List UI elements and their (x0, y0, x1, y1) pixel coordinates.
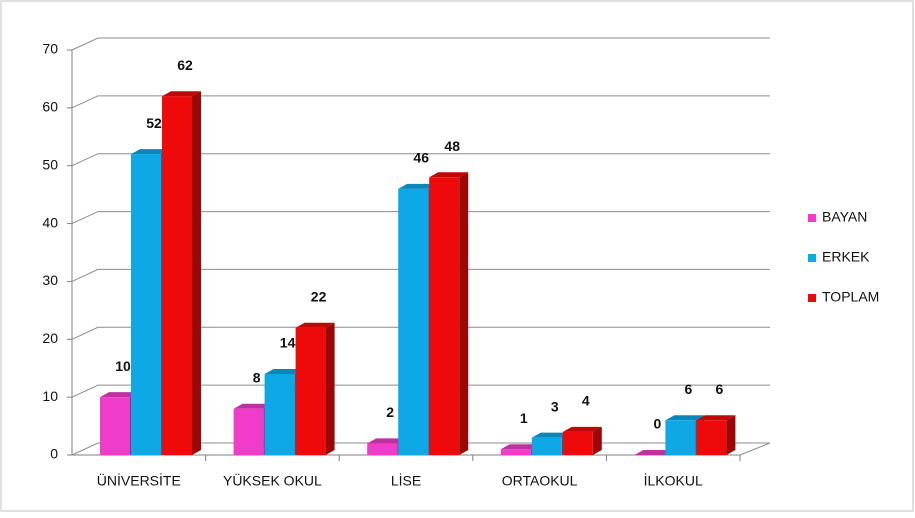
bar-top (500, 444, 540, 450)
bar-side (192, 91, 201, 456)
bar-top (696, 415, 736, 421)
bar-top (295, 322, 335, 328)
bar-top (100, 392, 139, 398)
data-label: 6 (716, 381, 724, 397)
bar (429, 177, 460, 456)
grid-line (71, 268, 770, 282)
y-tick-label: 70 (42, 41, 58, 57)
legend-label: ERKEK (822, 249, 870, 265)
bar-side (726, 415, 736, 455)
data-label: 62 (177, 57, 193, 73)
bar-side (592, 426, 602, 455)
bar (398, 188, 429, 455)
bar-top (634, 450, 674, 455)
y-tick-label: 30 (42, 272, 58, 288)
legend-swatch (808, 294, 816, 302)
bar (500, 449, 531, 455)
y-tick-label: 40 (42, 214, 58, 230)
data-label: 46 (413, 150, 429, 166)
y-tick-label: 50 (42, 156, 58, 172)
grid-line (71, 95, 770, 109)
data-label: 3 (551, 398, 559, 414)
x-tick-label: YÜKSEK OKUL (223, 472, 322, 489)
legend-label: BAYAN (822, 209, 867, 225)
bar-top (562, 426, 602, 432)
x-tick-label: İLKOKUL (644, 472, 703, 489)
data-label: 14 (280, 335, 296, 351)
floor-edge (739, 442, 771, 456)
bar-top (429, 172, 469, 178)
bar-top (233, 403, 273, 409)
data-label: 22 (311, 288, 327, 304)
x-tick-label: LİSE (391, 472, 421, 489)
bar (367, 443, 398, 455)
data-label: 6 (685, 381, 693, 397)
grid-line (71, 37, 770, 51)
bar-top (665, 415, 705, 421)
legend-swatch (808, 214, 816, 222)
data-label: 1 (520, 410, 528, 426)
grid-line (71, 326, 770, 340)
bar-top (264, 369, 304, 374)
legend-label: TOPLAM (822, 289, 879, 305)
bar-side (325, 322, 335, 455)
bar (100, 397, 130, 455)
x-tick-label: ORTAOKUL (502, 473, 578, 489)
data-label: 10 (115, 358, 131, 374)
grid-line (71, 384, 770, 398)
data-label: 8 (253, 369, 261, 385)
grid-line (71, 153, 770, 167)
legend-swatch (808, 254, 816, 262)
data-label: 4 (582, 393, 590, 409)
bar (531, 437, 562, 455)
bar (696, 420, 727, 455)
data-label: 2 (386, 404, 394, 420)
bar (665, 420, 696, 455)
y-tick-label: 60 (42, 99, 58, 115)
data-label: 52 (146, 115, 162, 131)
y-tick-label: 0 (50, 446, 58, 462)
x-tick-label: ÜNİVERSİTE (97, 472, 181, 489)
bar-side (459, 172, 469, 456)
bar (131, 154, 161, 455)
bar (295, 327, 326, 455)
bar (162, 96, 192, 456)
bar (233, 408, 264, 455)
bar-top (531, 432, 571, 438)
bar-top (367, 438, 407, 444)
data-label: 0 (654, 416, 662, 432)
grid-line (71, 211, 770, 225)
y-tick-label: 20 (42, 330, 58, 346)
bar-top (398, 183, 438, 189)
bar (264, 374, 295, 455)
bar (562, 431, 593, 455)
bar-top (162, 91, 201, 97)
bar-top (131, 149, 170, 155)
data-label: 48 (444, 138, 460, 154)
y-tick-label: 10 (42, 388, 58, 404)
